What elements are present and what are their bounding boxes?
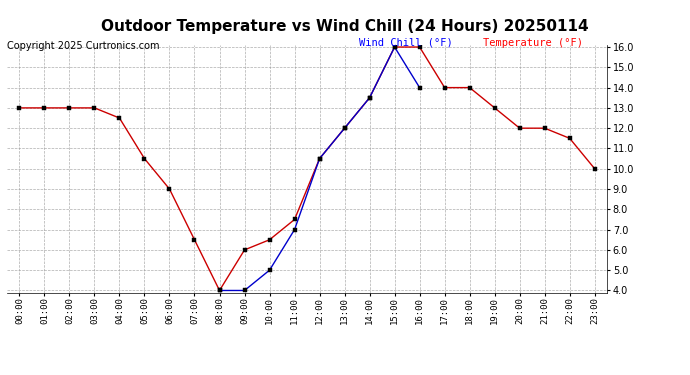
Text: Outdoor Temperature vs Wind Chill (24 Hours) 20250114: Outdoor Temperature vs Wind Chill (24 Ho…: [101, 19, 589, 34]
Text: Copyright 2025 Curtronics.com: Copyright 2025 Curtronics.com: [7, 41, 159, 51]
Text: Wind Chill (°F): Wind Chill (°F): [359, 38, 453, 48]
Text: Temperature (°F): Temperature (°F): [483, 38, 583, 48]
